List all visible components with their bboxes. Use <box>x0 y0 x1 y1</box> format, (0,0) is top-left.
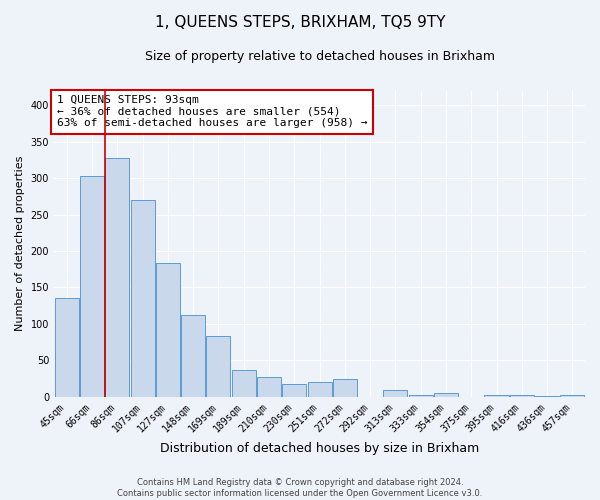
Bar <box>232 370 256 397</box>
Bar <box>484 396 509 397</box>
Bar <box>156 264 180 397</box>
Bar <box>560 394 584 397</box>
Text: Contains HM Land Registry data © Crown copyright and database right 2024.
Contai: Contains HM Land Registry data © Crown c… <box>118 478 482 498</box>
Bar <box>257 377 281 397</box>
Bar <box>308 382 332 397</box>
Bar <box>181 315 205 397</box>
X-axis label: Distribution of detached houses by size in Brixham: Distribution of detached houses by size … <box>160 442 479 455</box>
Bar <box>55 298 79 397</box>
Bar <box>105 158 129 397</box>
Bar <box>282 384 306 397</box>
Bar <box>333 378 357 397</box>
Bar <box>535 396 559 397</box>
Y-axis label: Number of detached properties: Number of detached properties <box>15 156 25 332</box>
Bar <box>383 390 407 397</box>
Text: 1 QUEENS STEPS: 93sqm
← 36% of detached houses are smaller (554)
63% of semi-det: 1 QUEENS STEPS: 93sqm ← 36% of detached … <box>56 95 367 128</box>
Bar <box>131 200 155 397</box>
Bar <box>206 336 230 397</box>
Bar <box>510 396 534 397</box>
Bar <box>80 176 104 397</box>
Bar <box>434 393 458 397</box>
Bar <box>409 394 433 397</box>
Text: 1, QUEENS STEPS, BRIXHAM, TQ5 9TY: 1, QUEENS STEPS, BRIXHAM, TQ5 9TY <box>155 15 445 30</box>
Title: Size of property relative to detached houses in Brixham: Size of property relative to detached ho… <box>145 50 494 63</box>
